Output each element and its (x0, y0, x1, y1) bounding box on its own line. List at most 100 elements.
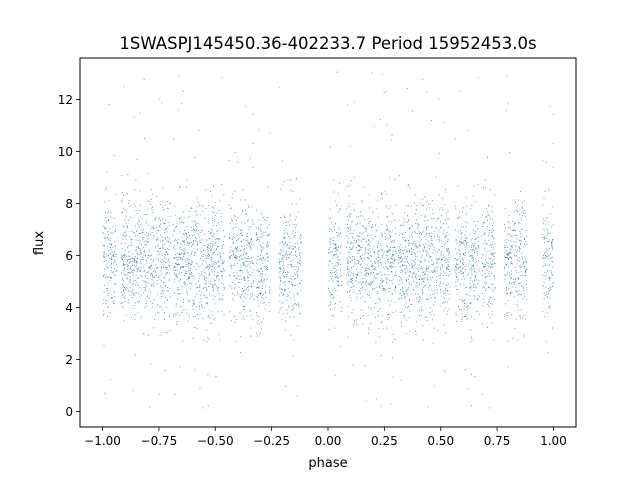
data-point (484, 240, 486, 242)
data-point (416, 298, 417, 300)
data-point (336, 250, 338, 252)
data-point (287, 244, 289, 246)
data-point (285, 228, 287, 230)
data-point (265, 285, 266, 287)
data-point (379, 286, 381, 288)
data-point (267, 244, 269, 246)
data-point (109, 253, 111, 255)
data-point (494, 194, 496, 196)
data-point (488, 313, 490, 315)
data-point (446, 232, 448, 234)
data-point (546, 275, 548, 277)
data-point (328, 252, 330, 254)
data-point (333, 254, 335, 256)
data-point (542, 311, 544, 313)
data-point (186, 238, 187, 240)
data-point (405, 306, 406, 308)
data-point (544, 252, 545, 254)
data-point (299, 282, 301, 284)
data-point (426, 271, 428, 273)
data-point (517, 339, 519, 341)
data-point (205, 303, 207, 304)
data-point (258, 226, 260, 228)
data-point (160, 260, 162, 262)
data-point (284, 280, 286, 282)
data-point (299, 260, 301, 262)
data-point (212, 211, 213, 213)
data-point (197, 223, 199, 224)
data-point (299, 238, 301, 240)
data-point (385, 277, 387, 278)
data-point (174, 205, 176, 207)
data-point (151, 284, 153, 285)
data-point (103, 310, 105, 312)
data-point (141, 218, 143, 219)
data-point (431, 310, 433, 312)
data-point (167, 254, 169, 256)
data-point (386, 193, 387, 195)
data-point (423, 230, 425, 232)
data-point (448, 249, 450, 251)
data-point (267, 234, 269, 235)
data-point (214, 251, 215, 253)
data-point (280, 250, 282, 252)
data-point (133, 307, 135, 309)
data-point (279, 261, 281, 263)
data-point (362, 225, 364, 227)
data-point (140, 205, 141, 206)
data-point (437, 234, 439, 236)
data-point (248, 309, 250, 311)
data-point (237, 217, 239, 219)
data-point (372, 238, 374, 240)
data-point (150, 264, 152, 266)
data-point (359, 297, 361, 299)
data-point (353, 240, 355, 242)
data-point (509, 283, 511, 285)
data-point (366, 264, 368, 266)
data-point (280, 217, 281, 218)
data-point (388, 313, 390, 315)
data-point (292, 259, 294, 261)
data-point (237, 247, 239, 249)
data-point (258, 281, 259, 283)
data-point (267, 246, 269, 248)
data-point (375, 278, 377, 280)
data-point (523, 266, 525, 267)
data-point (399, 293, 401, 295)
data-point (196, 213, 198, 215)
data-point (186, 293, 188, 295)
data-point (414, 253, 416, 255)
data-point (485, 284, 486, 286)
data-point (198, 129, 200, 131)
data-point (520, 240, 521, 242)
data-point (513, 224, 515, 226)
data-point (108, 220, 109, 221)
data-point (504, 227, 506, 229)
data-point (188, 278, 189, 279)
data-point (112, 226, 114, 228)
data-point (432, 244, 434, 246)
data-point (475, 248, 477, 250)
data-point (358, 249, 360, 251)
data-point (240, 278, 242, 280)
data-point (211, 234, 213, 236)
data-point (176, 276, 178, 278)
data-point (187, 242, 189, 244)
data-point (248, 206, 250, 208)
data-point (221, 282, 222, 284)
data-point (232, 282, 233, 283)
data-point (383, 267, 384, 268)
y-tick-label: 6 (65, 249, 73, 263)
data-point (186, 179, 188, 181)
data-point (399, 252, 401, 254)
data-point (508, 240, 509, 242)
data-point (549, 288, 551, 290)
data-point (217, 230, 219, 232)
data-point (136, 260, 138, 262)
data-point (421, 282, 423, 284)
data-point (438, 238, 439, 240)
data-point (183, 241, 184, 243)
data-point (525, 230, 527, 231)
data-point (198, 230, 199, 232)
data-point (242, 189, 244, 191)
